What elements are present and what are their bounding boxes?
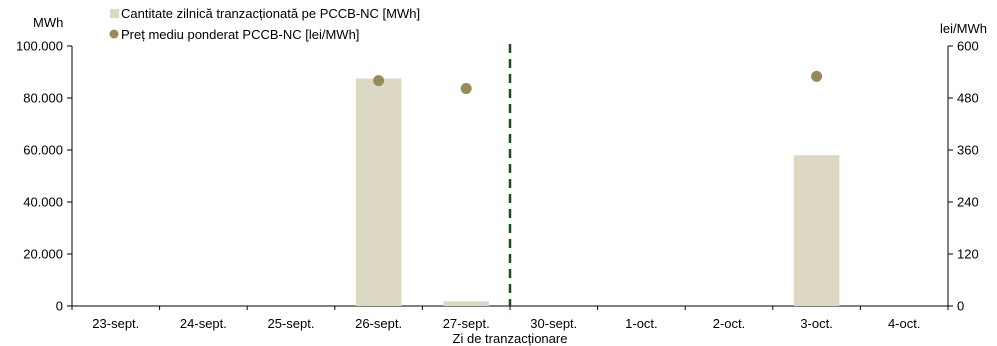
x-tick-label: 3-oct. — [800, 316, 833, 331]
legend-label-price: Preț mediu ponderat PCCB-NC [lei/MWh] — [121, 27, 359, 42]
right-tick-label: 0 — [957, 299, 964, 314]
x-tick-label: 23-sept. — [92, 316, 139, 331]
x-tick-label: 27-sept. — [443, 316, 490, 331]
legend-swatch-quantity — [110, 9, 119, 18]
x-tick-label: 2-oct. — [713, 316, 746, 331]
right-tick-label: 480 — [957, 91, 979, 106]
x-tick-label: 24-sept. — [180, 316, 227, 331]
x-tick-label: 4-oct. — [888, 316, 921, 331]
x-tick-label: 26-sept. — [355, 316, 402, 331]
price-point — [373, 75, 385, 87]
left-tick-label: 20.000 — [23, 247, 63, 262]
left-tick-label: 80.000 — [23, 91, 63, 106]
right-tick-label: 600 — [957, 39, 979, 54]
price-series — [373, 70, 823, 94]
price-point — [811, 70, 823, 82]
legend-swatch-price — [109, 29, 119, 39]
quantity-bar — [355, 78, 402, 306]
quantity-bar — [793, 155, 840, 306]
left-tick-label: 40.000 — [23, 195, 63, 210]
left-axis-unit: MWh — [33, 15, 63, 30]
price-point — [460, 82, 472, 94]
right-axis-unit: lei/MWh — [940, 21, 987, 36]
x-tick-label: 30-sept. — [530, 316, 577, 331]
x-tick-label: 25-sept. — [268, 316, 315, 331]
left-axis-ticks: 0 20.000 40.000 60.000 80.000 100.000 — [16, 39, 72, 314]
left-tick-label: 60.000 — [23, 143, 63, 158]
right-tick-label: 240 — [957, 195, 979, 210]
legend-label-quantity: Cantitate zilnică tranzacționată pe PCCB… — [121, 6, 420, 21]
x-axis-title: Zi de tranzacționare — [453, 331, 568, 346]
x-axis-ticks: 23-sept. 24-sept. 25-sept. 26-sept. 27-sept.… — [71, 306, 949, 331]
quantity-bar — [443, 301, 489, 306]
left-tick-label: 100.000 — [16, 39, 63, 54]
legend: Cantitate zilnică tranzacționată pe PCCB… — [109, 6, 420, 42]
x-tick-label: 1-oct. — [625, 316, 658, 331]
left-tick-label: 0 — [56, 299, 63, 314]
right-axis-ticks: 0 120 240 360 480 600 — [948, 39, 979, 314]
bar-series — [355, 78, 840, 306]
right-tick-label: 360 — [957, 143, 979, 158]
right-tick-label: 120 — [957, 247, 979, 262]
